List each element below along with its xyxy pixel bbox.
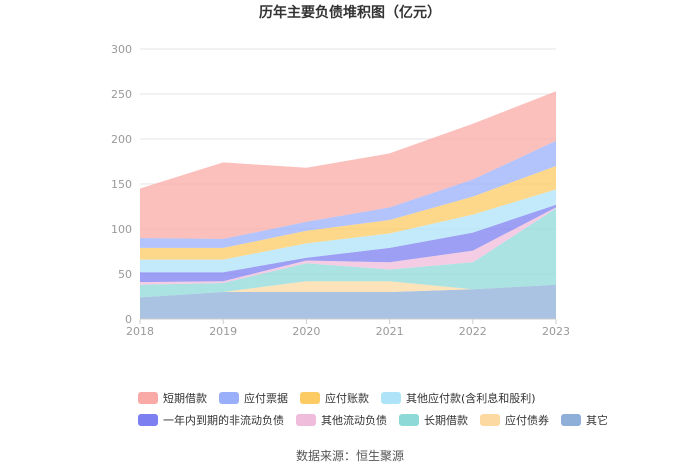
legend-item[interactable]: 应付账款 [300,390,369,406]
x-tick-label: 2023 [542,325,570,338]
legend-label: 应付账款 [325,392,369,405]
legend-label: 其他流动负债 [321,414,387,427]
legend: 短期借款 应付票据 应付账款 其他应付款(含利息和股利) 一年内到期的非流动负债 其他流动… [138,387,608,431]
area-series-layer [140,91,556,319]
legend-label: 长期借款 [424,414,468,427]
y-tick-label: 150 [111,178,132,191]
legend-swatch [138,392,158,404]
legend-row: 短期借款 应付票据 应付账款 其他应付款(含利息和股利) [138,387,608,409]
x-tick-label: 2021 [376,325,404,338]
y-tick-label: 250 [111,88,132,101]
legend-item[interactable]: 应付票据 [219,390,288,406]
legend-item[interactable]: 应付债券 [480,412,549,428]
legend-swatch [561,414,581,426]
area-series-1[interactable] [140,281,556,298]
legend-label: 应付票据 [244,392,288,405]
legend-row: 一年内到期的非流动负债 其他流动负债 长期借款 应付债券 其它 [138,409,608,431]
legend-label: 应付债券 [505,414,549,427]
x-tick-label: 2019 [209,325,237,338]
chart-title: 历年主要负债堆积图（亿元） [259,4,441,21]
legend-swatch [296,414,316,426]
y-tick-label: 50 [118,268,132,281]
area-series-2[interactable] [140,208,556,298]
axes: 0 50 100 150 200 250 300 2018 2019 2020 2021 2022 20… [111,43,570,338]
area-series-7[interactable] [140,140,556,248]
area-series-4[interactable] [140,204,556,283]
area-series-6[interactable] [140,166,556,260]
legend-item[interactable]: 其他流动负债 [296,412,387,428]
legend-item[interactable]: 其它 [561,412,608,428]
legend-item[interactable]: 一年内到期的非流动负债 [138,412,284,428]
legend-swatch [399,414,419,426]
legend-swatch [480,414,500,426]
legend-swatch [300,392,320,404]
legend-label: 短期借款 [163,392,207,405]
legend-swatch [138,414,158,426]
y-tick-label: 0 [125,313,132,326]
area-series-5[interactable] [140,189,556,273]
data-source-note: 数据来源：恒生聚源 [295,449,404,463]
y-tick-label: 100 [111,223,132,236]
legend-label: 其它 [586,414,608,427]
x-tick-label: 2020 [292,325,320,338]
area-series-8[interactable] [140,91,556,239]
legend-item[interactable]: 其他应付款(含利息和股利) [381,390,536,406]
y-tick-label: 200 [111,133,132,146]
legend-label: 一年内到期的非流动负债 [163,414,284,427]
legend-label: 其他应付款(含利息和股利) [406,392,536,405]
legend-swatch [381,392,401,404]
x-tick-label: 2018 [126,325,154,338]
y-tick-label: 300 [111,43,132,56]
x-tick-label: 2022 [459,325,487,338]
legend-swatch [219,392,239,404]
legend-item[interactable]: 短期借款 [138,390,207,406]
legend-item[interactable]: 长期借款 [399,412,468,428]
area-series-0[interactable] [140,284,556,319]
